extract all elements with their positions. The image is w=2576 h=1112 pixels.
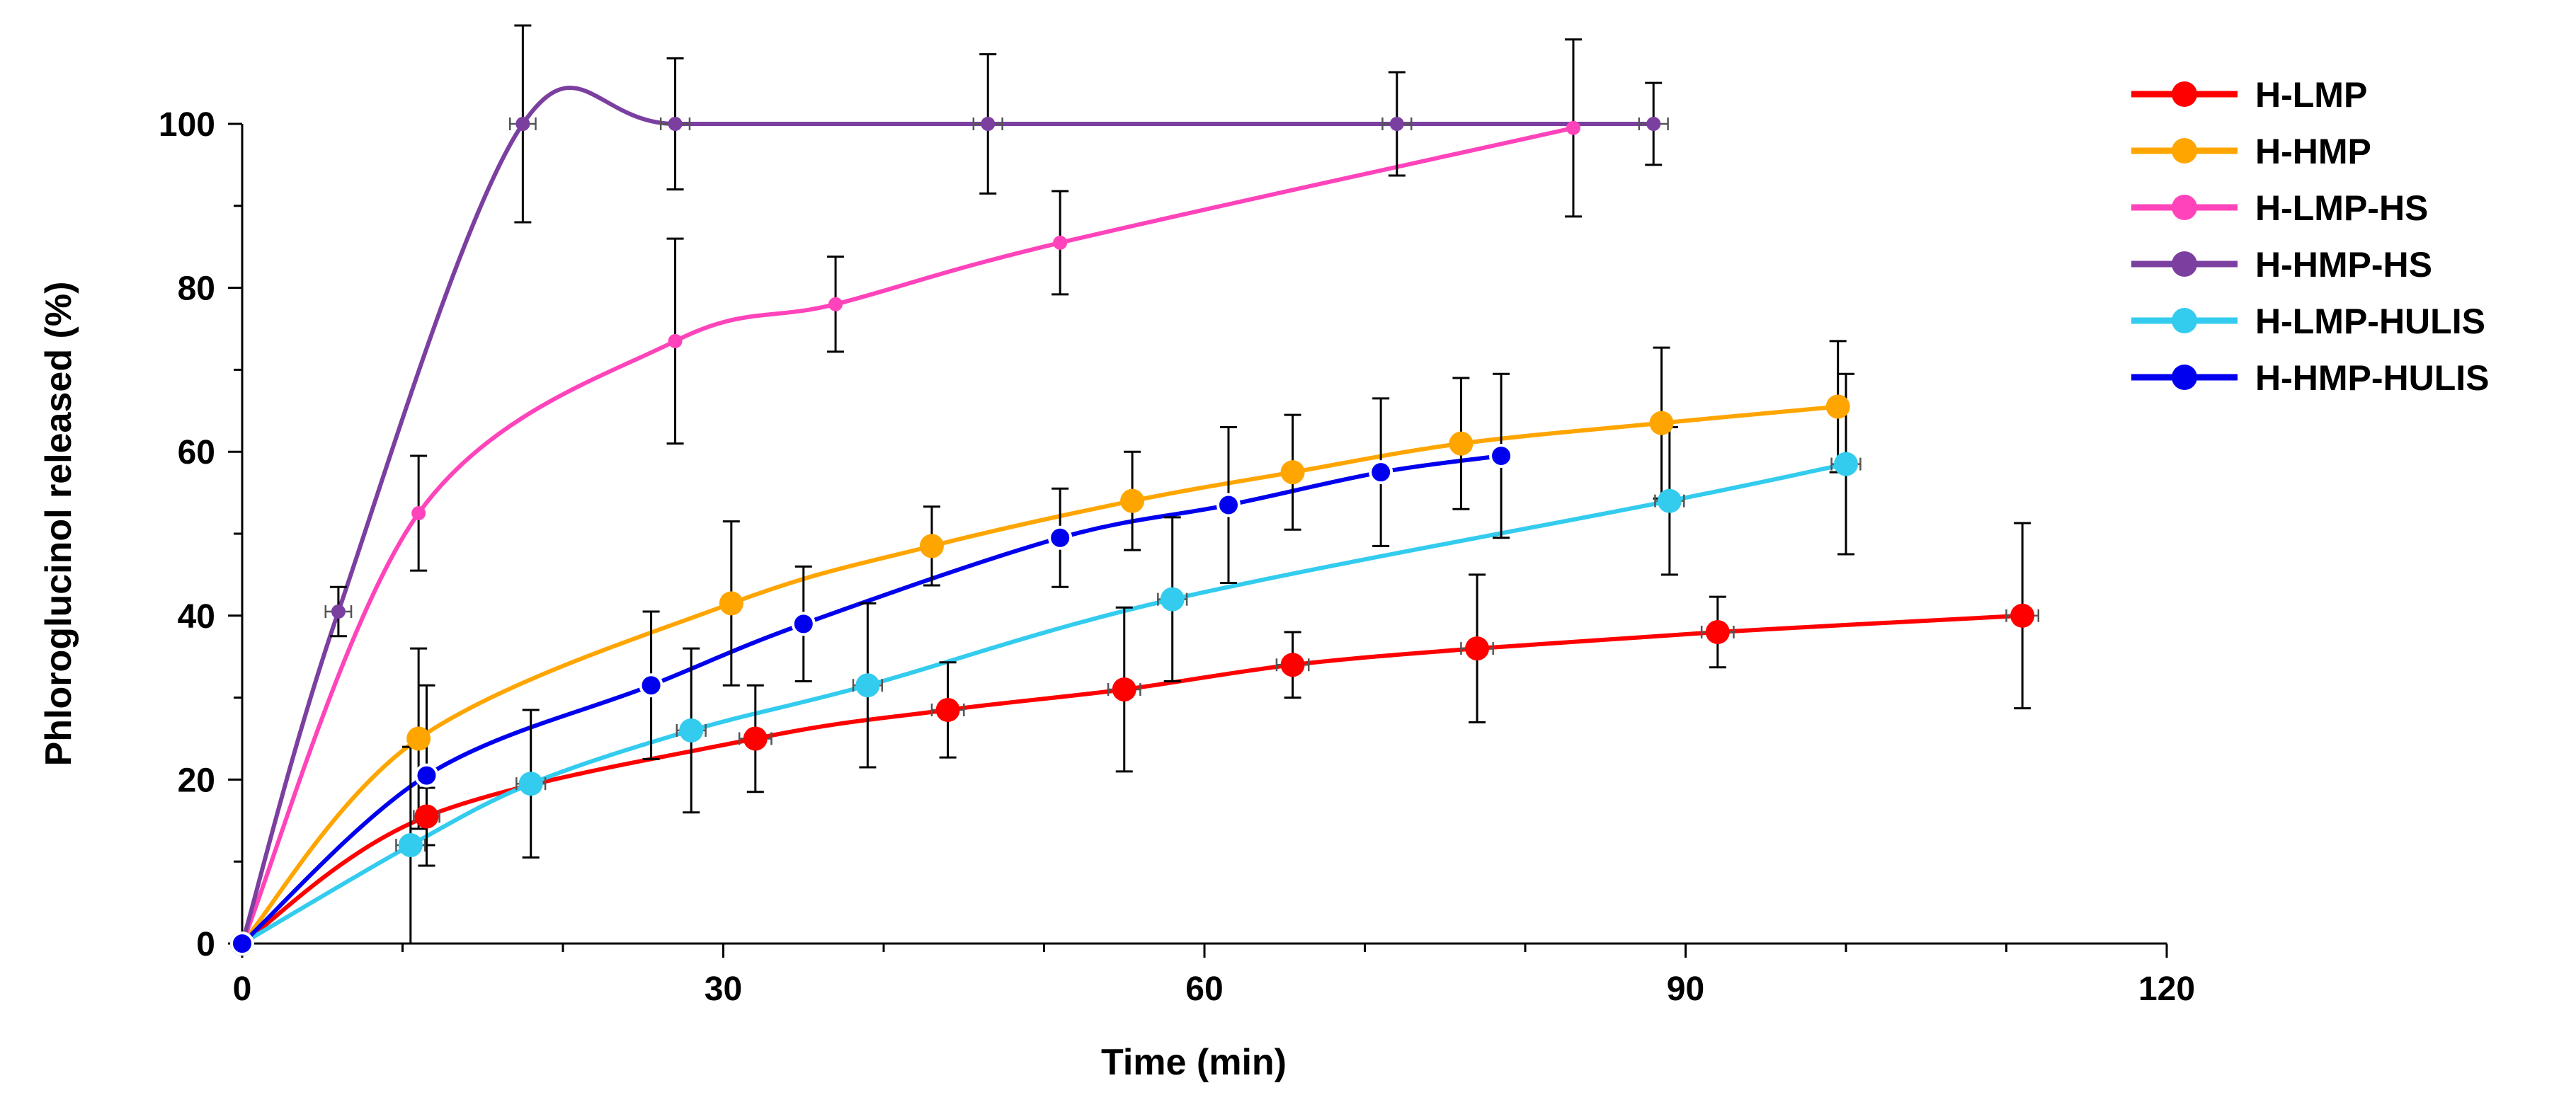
error-bars <box>324 24 2040 945</box>
data-point-h-lmp <box>1465 636 1490 661</box>
data-point-h-hmp-hulis <box>639 673 663 698</box>
data-point-h-hmp-hs <box>331 604 346 619</box>
y-tick-label: 100 <box>159 106 215 144</box>
data-point-h-lmp-hulis <box>518 772 543 796</box>
data-point-h-hmp <box>1449 431 1474 456</box>
y-axis-title: Phloroglucinol released (%) <box>38 282 79 767</box>
data-point-h-hmp-hs <box>1646 117 1661 131</box>
legend-marker-h-hmp-hs <box>2172 251 2197 277</box>
data-point-h-lmp-hulis <box>855 673 880 698</box>
legend-label-h-lmp: H-LMP <box>2255 75 2367 115</box>
data-point-h-lmp-hulis <box>398 833 423 858</box>
legend-label-h-hmp-hulis: H-HMP-HULIS <box>2255 358 2490 398</box>
x-tick-label: 120 <box>2138 970 2195 1008</box>
x-tick-label: 60 <box>1185 970 1223 1008</box>
y-tick-label: 0 <box>196 926 215 963</box>
data-point-h-lmp <box>1112 677 1136 702</box>
data-point-h-lmp <box>1280 653 1305 677</box>
y-tick-label: 20 <box>178 762 215 799</box>
legend-marker-h-lmp-hs <box>2172 195 2197 220</box>
data-point-h-hmp-hs <box>668 117 683 131</box>
data-point-h-hmp <box>1120 488 1145 513</box>
data-point-h-hmp <box>1825 394 1850 419</box>
data-point-h-lmp-hulis <box>679 718 704 743</box>
data-point-h-hmp-hs <box>1389 117 1404 131</box>
data-point-h-lmp-hs <box>668 333 683 348</box>
x-tick-label: 90 <box>1667 970 1704 1008</box>
series-line-h-hmp-hs <box>240 86 1654 944</box>
data-point-h-lmp <box>743 726 768 751</box>
data-point-h-hmp-hulis <box>230 932 254 956</box>
series-line-h-lmp-hs <box>240 125 1574 945</box>
series-line-h-hmp-hulis <box>240 454 1502 946</box>
legend-label-h-lmp-hulis: H-LMP-HULIS <box>2255 302 2485 341</box>
data-point-h-hmp <box>1280 460 1305 485</box>
legend-marker-h-hmp <box>2172 138 2197 164</box>
data-point-h-hmp-hulis <box>1216 493 1241 517</box>
legend-marker-h-hmp-hulis <box>2172 365 2197 390</box>
legend-label-h-hmp: H-HMP <box>2255 132 2371 171</box>
data-point-h-hmp <box>1649 411 1674 435</box>
data-point-h-lmp-hulis <box>1834 452 1858 476</box>
data-point-h-lmp-hulis <box>1160 587 1185 612</box>
data-point-h-hmp-hs <box>515 117 530 131</box>
data-point-h-lmp-hs <box>828 297 843 311</box>
data-point-h-hmp <box>406 726 431 751</box>
legend: H-LMP H-HMP H-LMP-HS H-HMP-HS H-LMP-HULIS H-H… <box>2131 75 2490 398</box>
y-tick-label: 40 <box>178 598 215 636</box>
x-tick-label: 30 <box>705 970 742 1008</box>
data-point-h-lmp-hulis <box>1657 488 1682 513</box>
data-point-h-hmp <box>719 591 743 616</box>
x-axis-title: Time (min) <box>1101 1042 1287 1083</box>
data-point-h-hmp-hulis <box>1369 460 1394 485</box>
data-point-h-hmp-hulis <box>791 612 816 636</box>
data-point-h-lmp <box>2010 603 2035 628</box>
data-point-h-hmp-hulis <box>1489 443 1514 468</box>
series-line-h-lmp <box>241 613 2023 946</box>
x-tick-label: 0 <box>233 970 252 1008</box>
y-tick-label: 80 <box>178 270 215 308</box>
data-point-h-lmp-hs <box>411 506 426 521</box>
data-point-h-hmp <box>919 534 944 558</box>
y-ticks: 0 20 40 60 80 100 <box>159 106 242 963</box>
data-point-h-lmp-hs <box>1566 120 1580 135</box>
legend-label-h-hmp-hs: H-HMP-HS <box>2255 245 2432 285</box>
data-point-h-hmp-hs <box>981 117 996 131</box>
legend-marker-h-lmp-hulis <box>2172 308 2197 333</box>
legend-label-h-lmp-hs: H-LMP-HS <box>2255 188 2428 228</box>
data-point-h-hmp-hulis <box>414 763 439 788</box>
data-points <box>230 117 2035 956</box>
series-line-h-hmp <box>240 404 1838 945</box>
data-point-h-lmp <box>935 697 960 722</box>
y-tick-label: 60 <box>178 434 215 471</box>
plot-area: 0 30 60 90 120 0 20 40 60 80 100 <box>159 24 2195 1008</box>
data-point-h-lmp <box>414 804 439 829</box>
data-point-h-hmp-hulis <box>1048 525 1073 550</box>
legend-marker-h-lmp <box>2172 81 2197 107</box>
data-point-h-lmp-hs <box>1053 235 1068 250</box>
x-ticks: 0 30 60 90 120 <box>233 944 2195 1008</box>
data-point-h-lmp <box>1705 619 1730 644</box>
